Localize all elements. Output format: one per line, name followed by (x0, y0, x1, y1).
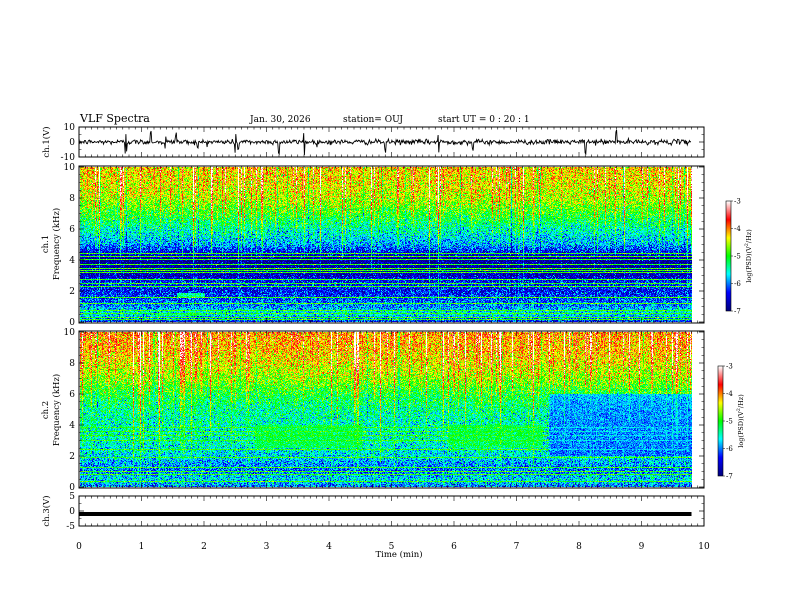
x-tick-label: 1 (139, 542, 145, 552)
ch1-colorbar-image (726, 201, 731, 311)
ch1-spectrogram-ylabel-freq: Frequency (kHz) (51, 208, 62, 280)
colorbar-tick-label: -6 (734, 280, 741, 288)
ch1-waveform-panel: 10 0 -10 ch.1(V) (41, 123, 705, 163)
ch1-waveform-line (78, 129, 692, 156)
y-tick-label: 6 (69, 390, 75, 400)
colorbar-tick-label: -7 (726, 473, 733, 481)
y-tick-label: 10 (64, 123, 76, 133)
ch3-xticks (78, 496, 705, 526)
ch1-xticks (78, 127, 705, 157)
ch3-waveform-panel: 50-5 ch.3(V) 0 1 2 3 4 5 6 7 8 9 10 Time (min) (41, 492, 710, 560)
time-axis-tick-labels: 0 1 2 3 4 5 6 7 8 9 10 (76, 542, 710, 552)
colorbar-tick-label: -5 (726, 418, 733, 426)
ch1-waveform-ylabel: ch.1(V) (41, 126, 52, 157)
colorbar-tick-label: -3 (726, 363, 733, 371)
x-tick-label: 7 (514, 542, 520, 552)
ch3-waveform-ylabel: ch.3(V) (41, 495, 52, 526)
y-tick-label: 8 (69, 194, 75, 204)
y-tick-label: 2 (69, 287, 75, 297)
date-label: Jan. 30, 2026 (249, 115, 311, 125)
ch1-spectrogram-ylabel-channel: ch.1 (41, 235, 51, 253)
y-tick-label: 5 (69, 492, 75, 502)
ch1-colorbar: -3 -4 -5 -6 -7 log(PSD)(V2/Hz) (725, 198, 753, 316)
y-tick-label: 8 (69, 359, 75, 369)
y-tick-label: 6 (69, 225, 75, 235)
ch1-spectrogram-panel: 10 8 6 4 2 0 ch.1 Frequency (kHz) -3 -4 -5 -6 -7 … (41, 163, 753, 328)
colorbar-tick-label: -7 (734, 308, 741, 316)
ch1-colorbar-ticks: -3 -4 -5 -6 -7 (731, 198, 741, 316)
y-tick-label: 4 (69, 256, 75, 266)
x-tick-label: 10 (698, 542, 710, 552)
ch2-colorbar-image (718, 366, 723, 476)
y-tick-label: 0 (69, 138, 75, 148)
y-tick-label: 4 (69, 421, 75, 431)
time-axis-label: Time (min) (375, 549, 422, 560)
ch3-yticks: 5 0 -5 (66, 492, 704, 532)
x-tick-label: 6 (451, 542, 457, 552)
x-tick-label: 2 (201, 542, 207, 552)
station-label: station= OUJ (343, 115, 403, 125)
ch2-spectrogram-yticks: 10 8 6 4 2 0 (64, 328, 704, 493)
ch2-spectrogram-xticks (78, 331, 705, 488)
x-tick-label: 0 (76, 542, 82, 552)
figure-title: VLF Spectra (79, 112, 150, 125)
ch1-spectrogram-yticks: 10 8 6 4 2 0 (64, 163, 704, 328)
y-tick-label: 10 (64, 163, 76, 173)
x-tick-label: 4 (326, 542, 332, 552)
y-tick-label: -10 (61, 153, 76, 163)
colorbar-tick-label: -6 (726, 445, 733, 453)
x-tick-label: 9 (639, 542, 645, 552)
ch2-colorbar-label: log(PSD)(V2/Hz) (736, 394, 745, 448)
colorbar-tick-label: -4 (734, 225, 741, 233)
ch2-colorbar-ticks: -3 -4 -5 -6 -7 (723, 363, 733, 481)
x-tick-label: 5 (389, 542, 395, 552)
y-tick-label: 0 (69, 483, 75, 493)
y-tick-label: 0 (69, 318, 75, 328)
ch1-colorbar-label: log(PSD)(V2/Hz) (744, 229, 753, 283)
x-tick-label: 3 (264, 542, 270, 552)
ch2-colorbar: -3 -4 -5 -6 -7 log(PSD)(V2/Hz) (717, 363, 745, 481)
y-tick-label: -5 (66, 522, 75, 532)
colorbar-tick-label: -5 (734, 253, 741, 261)
ch2-spectrogram-ylabel-freq: Frequency (kHz) (51, 374, 62, 446)
ch1-spectrogram-xticks (78, 166, 705, 323)
start-time-label: start UT = 0 : 20 : 1 (438, 115, 530, 125)
ch1-spectrogram-image (80, 167, 692, 322)
ch1-yticks: 10 0 -10 (61, 123, 704, 163)
colorbar-tick-label: -4 (726, 390, 733, 398)
ch2-spectrogram-ylabel-channel: ch.2 (41, 401, 51, 419)
x-tick-label: 8 (576, 542, 582, 552)
y-tick-label: 2 (69, 452, 75, 462)
y-tick-label: 10 (64, 328, 76, 338)
ch2-spectrogram-panel: 10 8 6 4 2 0 ch.2 Frequency (kHz) -3 -4 -5 -6 -7 … (41, 328, 745, 493)
y-tick-label: 0 (69, 507, 75, 517)
ch2-spectrogram-image (80, 332, 692, 487)
colorbar-tick-label: -3 (734, 198, 741, 206)
